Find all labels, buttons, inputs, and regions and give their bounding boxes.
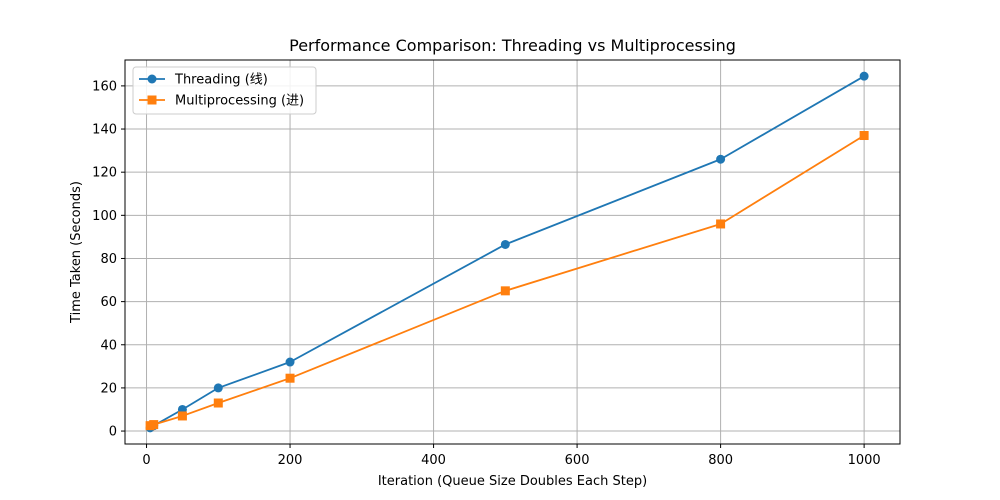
- y-tick-label: 120: [92, 166, 117, 181]
- series-1: [145, 71, 869, 433]
- legend-box: [132, 66, 317, 115]
- legend-marker: [147, 74, 157, 84]
- data-point: [213, 383, 223, 393]
- y-tick-label: 160: [92, 79, 117, 94]
- ticks: 0 200 400 600 800 1000 0 20 40 60 80 100 120 140 160: [92, 79, 880, 468]
- y-tick-label: 20: [100, 381, 117, 396]
- legend-label: Threading (线): [174, 73, 268, 88]
- legend-entry: Multiprocessing (进): [139, 94, 304, 109]
- data-point: [500, 286, 510, 296]
- data-point: [859, 71, 869, 81]
- grid: [125, 60, 900, 444]
- legend-marker: [147, 95, 157, 105]
- x-tick-label: 800: [708, 453, 733, 468]
- x-tick-label: 400: [421, 453, 446, 468]
- data-point: [285, 357, 295, 367]
- chart-title: Performance Comparison: Threading vs Mul…: [289, 36, 736, 55]
- x-tick-label: 0: [142, 453, 150, 468]
- series-2: [145, 131, 869, 431]
- y-tick-label: 100: [92, 209, 117, 224]
- data-point: [500, 239, 510, 249]
- legend: Threading (线) Multiprocessing (进): [132, 66, 317, 115]
- legend-entry: Threading (线): [139, 73, 268, 88]
- series-line: [149, 134, 865, 427]
- legend-label: Multiprocessing (进): [175, 94, 304, 109]
- y-tick-label: 80: [100, 252, 117, 267]
- plot-frame: [124, 59, 901, 445]
- y-tick-label: 60: [100, 295, 117, 310]
- x-tick-label: 200: [278, 453, 303, 468]
- data-point: [716, 219, 726, 229]
- data-point: [716, 154, 726, 164]
- series-layer: [145, 71, 869, 433]
- y-tick-label: 140: [92, 123, 117, 138]
- y-tick-label: 40: [100, 338, 117, 353]
- data-point: [285, 373, 295, 383]
- x-tick-label: 1000: [848, 453, 881, 468]
- data-point: [149, 420, 159, 430]
- data-point: [213, 398, 223, 408]
- x-tick-label: 600: [565, 453, 590, 468]
- data-point: [859, 131, 869, 141]
- y-axis-label: Time Taken (Seconds): [69, 181, 84, 324]
- y-tick-label: 0: [109, 425, 117, 440]
- data-point: [177, 411, 187, 421]
- x-axis-label: Iteration (Queue Size Doubles Each Step): [378, 474, 647, 489]
